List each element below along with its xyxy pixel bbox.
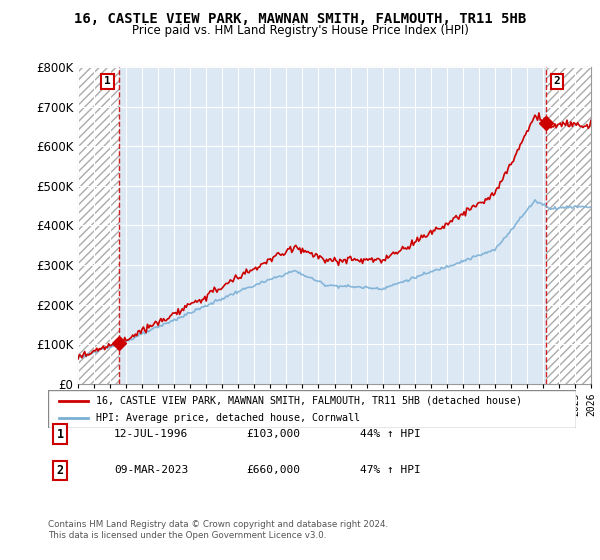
Text: This data is licensed under the Open Government Licence v3.0.: This data is licensed under the Open Gov… — [48, 531, 326, 540]
Text: 1: 1 — [56, 427, 64, 441]
Text: 1: 1 — [104, 76, 111, 86]
Text: £660,000: £660,000 — [246, 465, 300, 475]
Text: Contains HM Land Registry data © Crown copyright and database right 2024.: Contains HM Land Registry data © Crown c… — [48, 520, 388, 529]
Text: 2: 2 — [554, 76, 560, 86]
Text: 44% ↑ HPI: 44% ↑ HPI — [360, 429, 421, 439]
Text: 16, CASTLE VIEW PARK, MAWNAN SMITH, FALMOUTH, TR11 5HB (detached house): 16, CASTLE VIEW PARK, MAWNAN SMITH, FALM… — [95, 395, 521, 405]
Text: HPI: Average price, detached house, Cornwall: HPI: Average price, detached house, Corn… — [95, 413, 359, 423]
FancyBboxPatch shape — [48, 390, 576, 428]
Text: 09-MAR-2023: 09-MAR-2023 — [114, 465, 188, 475]
Text: 2: 2 — [56, 464, 64, 477]
Text: Price paid vs. HM Land Registry's House Price Index (HPI): Price paid vs. HM Land Registry's House … — [131, 24, 469, 36]
Text: 12-JUL-1996: 12-JUL-1996 — [114, 429, 188, 439]
Text: 47% ↑ HPI: 47% ↑ HPI — [360, 465, 421, 475]
Text: 16, CASTLE VIEW PARK, MAWNAN SMITH, FALMOUTH, TR11 5HB: 16, CASTLE VIEW PARK, MAWNAN SMITH, FALM… — [74, 12, 526, 26]
Text: £103,000: £103,000 — [246, 429, 300, 439]
